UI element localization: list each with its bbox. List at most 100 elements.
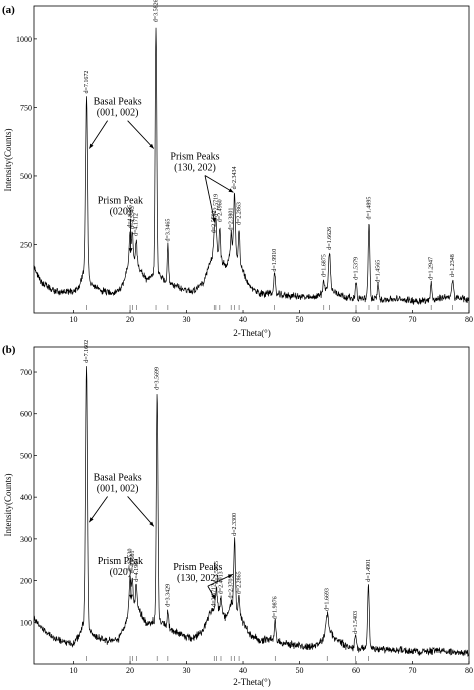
panel-a-annotation-text: (130, 202) [174,163,216,174]
panel-b-peak-label: d=2.5555 [214,561,220,584]
panel-a-xtick-label: 40 [239,315,247,324]
panel-b-ylabel: Intensity(Counts) [3,474,13,537]
panel-b-ytick-label: 700 [20,368,32,377]
panel-a-peak-label: d=2.3801 [229,208,235,231]
panel-b-peak-label: d=2.3300 [232,513,238,536]
panel-a-frame [33,5,470,314]
panel-b-peak-label: d=1.6693 [325,588,331,611]
panel-a-arrowhead [128,248,133,253]
panel-a-xlabel: 2-Theta(°) [233,328,271,338]
panel-a-ytick-label: 250 [20,240,32,249]
panel-b-xtick-label: 30 [183,666,191,675]
panel-b-ytick-label: 100 [20,618,32,627]
panel-b-xtick-label: 60 [352,666,360,675]
panel-a-ytick-label: 750 [20,103,32,112]
panel-b-annotation-arrow [207,573,234,587]
panel-b-ytick-label: 500 [20,451,32,460]
panel-a-annotation-arrow [204,175,216,223]
panel-b-annotation-text: (001, 002) [97,483,139,494]
panel-b-annotation-text: (130, 202) [177,573,219,584]
panel-a-peak-label: d=1.2947 [429,257,435,280]
panel-a-peak-label: d=1.4565 [376,260,382,283]
panel-a-ytick-label: 1000 [16,35,32,44]
panel-b-arrowhead [211,594,216,600]
panel-b-annotation-text: Prism Peak [98,556,143,567]
panel-b-label: (b) [2,344,16,356]
panel-b-frame [33,346,470,665]
panel-b-ytick-label: 300 [20,535,32,544]
panel-a-arrowhead [228,188,234,193]
panel-a-peak-label: d=7.1672 [84,71,90,94]
panel-a: (a) 10 20 30 40 50 60 70 80 250 500 750 1000 d=7.16… [2,0,473,338]
panel-a-peak-label: d=2.3434 [232,167,238,190]
panel-b-pattern-curve [33,366,470,657]
panel-b-xtick-label: 80 [465,666,473,675]
panel-a-ytick-label: 500 [20,172,32,181]
panel-b-peak-label: d=2.3705 [229,576,235,599]
panel-b-arrowhead [89,517,94,523]
panel-a-peak-label: d=2.4960 [217,199,223,222]
panel-b-arrowhead [227,574,233,579]
panel-a-annotation-arrow [88,120,108,149]
panel-b-ytick-label: 600 [20,410,32,419]
panel-b-peak-label: d=2.2865 [237,571,243,594]
panel-b-annotation-text: (020) [110,567,132,578]
panel-a-peak-label: d=1.9910 [272,249,278,272]
panel-a-annotation-text: Prism Peaks [170,152,219,163]
panel-b-peak-label: d=3.5699 [155,367,161,390]
panel-a-xtick-label: 20 [126,315,134,324]
panel-a-peak-label: d=4.1712 [134,213,140,236]
panel-b-xtick-label: 50 [296,666,304,675]
panel-b-peak-label: d=2.4913 [218,571,224,594]
panel-b-annotation-arrow [127,496,155,527]
panel-b-xtick-label: 20 [126,666,134,675]
panel-a-peak-label: d=2.2863 [237,202,243,225]
panel-a-pattern-curve [33,27,470,306]
panel-a-peak-label: d=1.5379 [354,257,360,280]
panel-a-ticks: 10 20 30 40 50 60 70 80 250 500 750 1000 [16,35,473,324]
panel-a-peak-label: d=3.5826 [154,0,160,22]
panel-a-peak-label: d=1.6626 [327,227,333,250]
panel-a-peak-label: d=1.4895 [367,197,373,220]
panel-b-xlabel: 2-Theta(°) [233,677,271,687]
panel-a-annotation-text: (001, 002) [97,108,139,119]
panel-b-ytick-label: 200 [20,577,32,586]
panel-b-peak-label: d=3.3429 [165,584,171,607]
panel-a-label: (a) [2,4,15,16]
panel-a-peak-label: d=1.6875 [321,254,327,277]
panel-a-arrowhead [211,217,216,223]
panel-b-peak-label: d=1.9876 [273,596,279,619]
panel-a-peak-label: d=1.2348 [450,254,456,277]
panel-a-annotations: Basal Peaks(001, 002) Prism Peak(020) Pris… [88,97,234,253]
panel-b: (b) 10 20 30 40 50 60 70 80 100 200 300 400 500 600 70… [2,340,473,687]
panel-a-xtick-label: 30 [183,315,191,324]
panel-b-peak-label: d=7.1602 [84,340,90,363]
panel-a-arrowhead [89,143,94,149]
panel-a-annotation-arrow [204,175,234,193]
panel-a-peak-label: d=2.5719 [213,194,219,217]
panel-a-xtick-label: 10 [70,315,78,324]
panel-a-xtick-label: 70 [409,315,417,324]
panel-a-annotation-text: (020) [110,206,132,217]
panel-b-xtick-label: 70 [409,666,417,675]
panel-a-peak-label: d=3.3465 [165,219,171,242]
panel-a-ylabel: Intensity(Counts) [3,129,13,192]
panel-b-xtick-label: 40 [239,666,247,675]
panel-b-peak-label: d=4.3681 [130,551,136,574]
panel-a-xtick-label: 50 [296,315,304,324]
panel-b-peak-label: d=1.5403 [353,611,359,634]
panel-b-arrowhead [129,594,133,600]
panel-a-xtick-label: 60 [352,315,360,324]
panel-b-arrowhead [149,521,154,527]
panel-b-annotations: Basal Peaks(001, 002) Prism Peak(020) Pris… [88,472,234,600]
panel-a-annotation-text: Basal Peaks [94,97,142,108]
panel-a-peak-label: d=4.3543 [130,206,136,229]
panel-b-ticks: 10 20 30 40 50 60 70 80 100 200 300 400 500 600 700 [20,368,473,675]
panel-a-arrowhead [149,143,154,149]
panel-b-peak-label: d=4.1964 [134,559,140,582]
panel-b-peak-label: d=1.4901 [366,559,372,582]
panel-a-peak-label: d=4.4385 [128,205,134,228]
